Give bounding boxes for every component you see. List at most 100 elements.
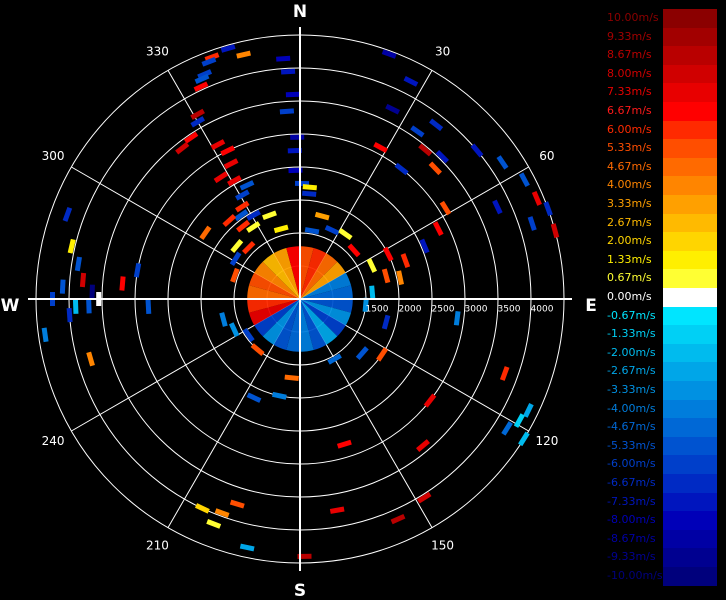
velocity-return [79, 272, 87, 288]
cardinal-label-w: W [1, 296, 20, 316]
legend-entry: -4.67m/s [607, 418, 717, 437]
velocity-return [499, 366, 510, 381]
legend-entry: -9.33m/s [607, 548, 717, 567]
velocity-return [302, 190, 317, 197]
velocity-return [220, 145, 236, 157]
velocity-return [314, 211, 330, 221]
range-tick-label: 4000 [531, 305, 554, 315]
warm-sector [300, 253, 338, 299]
cool-sector [300, 272, 351, 299]
legend-swatch [663, 176, 717, 195]
legend-label: -8.67m/s [607, 531, 656, 545]
velocity-return [62, 206, 73, 222]
warm-sector [262, 253, 300, 299]
legend-label: 10.00m/s [607, 11, 659, 24]
azimuth-label: 300 [42, 149, 65, 163]
velocity-return [518, 172, 530, 188]
velocity-return [470, 143, 484, 158]
velocity-return [235, 200, 250, 213]
range-tick-label: 3000 [465, 305, 488, 315]
velocity-return [175, 141, 190, 155]
velocity-return [246, 209, 261, 221]
velocity-return [41, 327, 49, 343]
velocity-return [242, 327, 255, 343]
legend-label: -5.33m/s [607, 438, 656, 452]
legend-label: -7.33m/s [607, 494, 656, 508]
azimuth-label: 210 [146, 538, 169, 552]
velocity-return [66, 307, 73, 323]
velocity-return [190, 108, 205, 120]
velocity-return [435, 149, 450, 164]
velocity-return [279, 108, 295, 115]
velocity-return [72, 299, 79, 314]
velocity-return [210, 139, 226, 151]
legend-label: -2.67m/s [607, 364, 656, 378]
legend-swatch [663, 46, 717, 65]
legend-label: -4.00m/s [607, 401, 656, 415]
legend-label: 5.33m/s [607, 141, 652, 155]
velocity-return [145, 299, 152, 315]
velocity-return [304, 227, 320, 235]
legend-swatch [663, 64, 717, 84]
azimuth-label: 120 [535, 434, 558, 448]
velocity-return [223, 158, 239, 170]
velocity-return [403, 75, 419, 87]
legend-entry: -1.33m/s [607, 325, 717, 344]
cool-sector [300, 299, 327, 350]
legend-label: 1.33m/s [607, 252, 652, 266]
velocity-return [496, 155, 509, 170]
velocity-return [199, 225, 212, 240]
legend-entry: 6.67m/s [607, 102, 717, 121]
velocity-return [219, 312, 228, 327]
legend-entry: -0.67m/s [607, 306, 717, 326]
legend-entry: 0.67m/s [607, 269, 717, 288]
velocity-return [527, 216, 537, 231]
legend-swatch [663, 511, 717, 530]
velocity-returns [41, 44, 560, 560]
velocity-return [228, 322, 240, 338]
warm-sector [247, 299, 300, 313]
velocity-return [287, 147, 302, 154]
velocity-return [229, 499, 245, 509]
velocity-return [419, 238, 430, 254]
legend-label: -3.33m/s [607, 383, 656, 396]
legend-swatch [663, 157, 717, 177]
legend-swatch [663, 362, 717, 381]
warm-sector [286, 246, 300, 299]
legend-entry: -2.00m/s [607, 343, 717, 363]
cool-sector [300, 285, 353, 299]
velocity-return [329, 506, 345, 514]
warm-sector [249, 272, 300, 299]
velocity-return [213, 171, 229, 184]
velocity-return [362, 297, 369, 312]
velocity-return [67, 238, 76, 254]
velocity-return [214, 508, 230, 518]
legend-label: -6.00m/s [607, 457, 656, 471]
velocity-return [381, 314, 391, 330]
legend-label: 7.33m/s [607, 85, 652, 99]
legend-label: -2.00m/s [607, 345, 656, 359]
velocity-return [429, 118, 444, 132]
legend-swatch [663, 529, 717, 549]
legend-swatch [663, 120, 717, 140]
velocity-return [327, 353, 342, 365]
velocity-return [234, 209, 249, 222]
legend-label: -1.33m/s [607, 327, 656, 341]
cardinal-label-e: E [585, 296, 597, 316]
velocity-return [324, 224, 340, 236]
azimuth-label: 240 [42, 434, 65, 448]
legend-entry: -7.33m/s [607, 492, 717, 512]
velocity-return [239, 180, 255, 191]
legend-label: 8.67m/s [607, 48, 652, 62]
range-tick-label: 3500 [498, 305, 521, 315]
azimuth-label: 150 [431, 538, 454, 552]
legend-entry: 4.67m/s [607, 157, 717, 177]
legend-label: -9.33m/s [607, 550, 656, 564]
legend-entry: 6.00m/s [607, 120, 717, 140]
legend-swatch [663, 306, 717, 326]
cool-sector [300, 299, 353, 313]
velocity-return [373, 142, 388, 153]
legend-label: -0.67m/s [607, 308, 656, 322]
cardinal-label-n: N [293, 2, 307, 22]
legend-swatch [663, 83, 717, 102]
